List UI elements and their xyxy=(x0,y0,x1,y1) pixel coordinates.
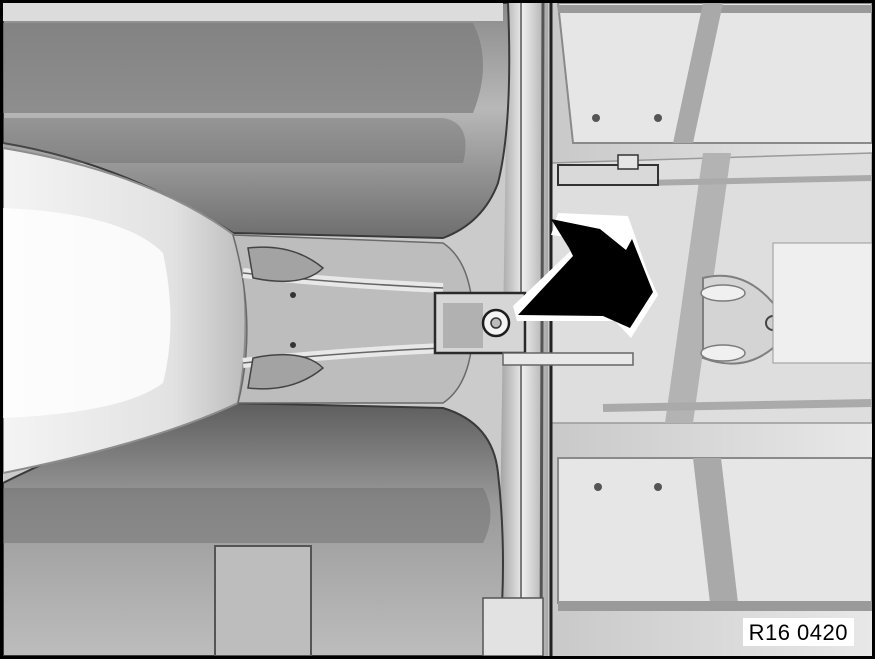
tunnel-neck xyxy=(231,234,474,404)
underbody-illustration xyxy=(3,3,872,656)
bolt-mount xyxy=(433,291,634,366)
figure-reference-code: R16 0420 xyxy=(742,618,854,646)
lower-tank xyxy=(3,401,504,656)
pointer-arrow xyxy=(513,213,658,338)
right-floor-panel xyxy=(543,3,872,656)
upper-tank xyxy=(3,3,511,240)
drive-tunnel xyxy=(3,146,247,475)
